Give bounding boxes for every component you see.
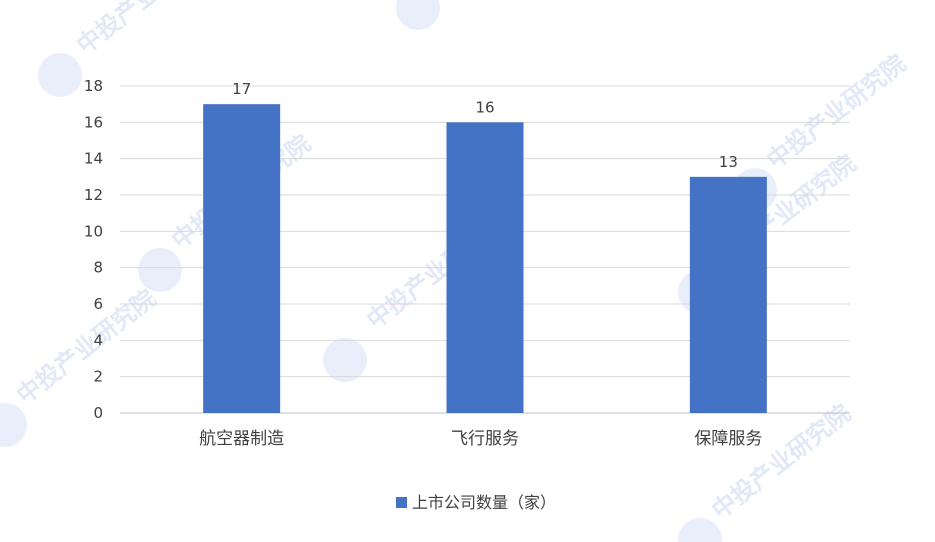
watermark-text: 中投产业研究院 xyxy=(426,0,576,5)
y-tick-label: 2 xyxy=(93,368,103,386)
watermark-logo-icon xyxy=(0,403,27,447)
watermark-text: 中投产业研究院 xyxy=(11,284,161,409)
watermark-text: 中投产业研究院 xyxy=(706,399,856,524)
legend-swatch xyxy=(396,497,407,508)
y-tick-label: 4 xyxy=(93,331,103,349)
x-category-label: 保障服务 xyxy=(694,429,762,449)
y-axis-ticks: 0 2 4 6 8 10 12 14 16 18 xyxy=(84,77,103,422)
x-category-label: 飞行服务 xyxy=(451,429,519,449)
bar xyxy=(203,104,281,414)
bar xyxy=(689,176,767,413)
y-tick-label: 8 xyxy=(93,259,103,277)
y-tick-label: 18 xyxy=(84,77,103,95)
y-tick-label: 14 xyxy=(84,150,103,168)
watermark-logo-icon xyxy=(678,518,722,542)
watermark-logo-icon xyxy=(396,0,440,30)
data-label: 17 xyxy=(232,80,251,98)
y-tick-label: 10 xyxy=(84,222,103,240)
x-category-label: 航空器制造 xyxy=(199,429,284,449)
legend: 上市公司数量（家） xyxy=(396,493,556,512)
watermark-logo-icon xyxy=(138,248,182,292)
y-tick-label: 0 xyxy=(93,404,103,422)
data-label: 16 xyxy=(475,98,494,116)
watermark-logo-icon xyxy=(323,338,367,382)
y-tick-label: 6 xyxy=(93,295,103,313)
x-axis-categories: 航空器制造 飞行服务 保障服务 xyxy=(199,429,762,449)
data-label: 13 xyxy=(719,153,738,171)
watermark-text: 中投产业研究院 xyxy=(71,0,221,60)
y-tick-label: 12 xyxy=(84,186,103,204)
bar xyxy=(446,122,524,413)
bars xyxy=(203,104,767,414)
data-labels: 17 16 13 xyxy=(232,80,738,171)
watermark-logo-icon xyxy=(38,53,82,97)
legend-label: 上市公司数量（家） xyxy=(412,493,556,512)
y-tick-label: 16 xyxy=(84,113,103,131)
